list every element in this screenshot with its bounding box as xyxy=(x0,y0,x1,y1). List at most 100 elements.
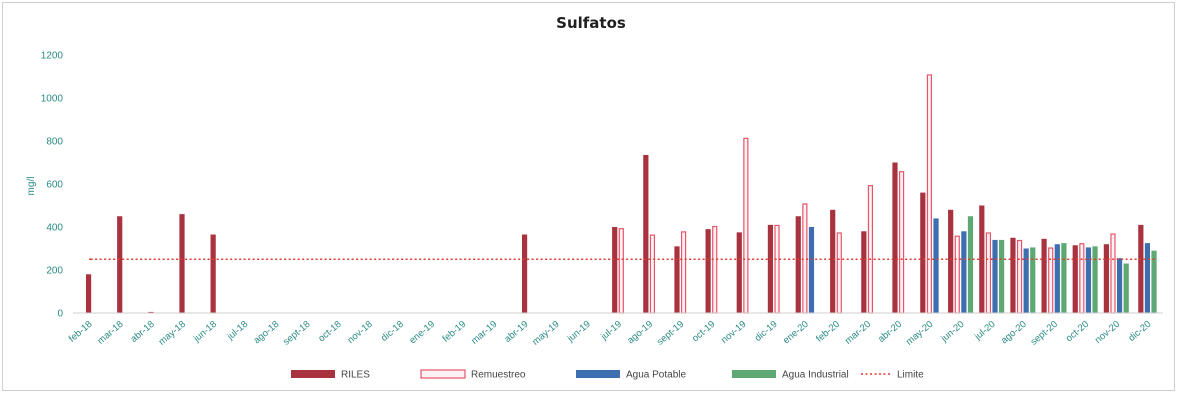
bar-agua-industrial xyxy=(1092,246,1098,313)
x-tick-label: jun-19 xyxy=(565,319,593,345)
x-tick-label: abr-18 xyxy=(129,319,157,345)
y-tick-label: 400 xyxy=(46,223,63,234)
x-tick-label: sept-18 xyxy=(281,319,312,348)
bar-riles xyxy=(736,232,742,313)
x-tick-label: dic-19 xyxy=(753,319,780,344)
x-tick-label: nov-18 xyxy=(345,319,374,346)
bar-agua-potable xyxy=(1116,258,1123,313)
bar-riles xyxy=(179,214,185,313)
bar-remuestreo xyxy=(1110,233,1116,314)
legend-swatch-agua-potable xyxy=(576,370,620,378)
x-axis-ticks: feb-18 mar-18 abr-18 may-18 jun-18 jul-18 ago-… xyxy=(67,319,1154,348)
x-tick-label: mar-20 xyxy=(843,319,873,347)
x-tick-label: sept-19 xyxy=(655,319,686,348)
x-tick-label: jul-18 xyxy=(225,319,251,343)
x-tick-label: jul-19 xyxy=(598,319,624,343)
bar-remuestreo xyxy=(1079,243,1085,314)
legend-label-agua-industrial: Agua Industrial xyxy=(782,370,849,381)
x-tick-label: may-19 xyxy=(530,319,561,348)
bar-riles xyxy=(148,311,154,313)
bar-agua-industrial xyxy=(1030,247,1036,313)
x-tick-label: ago-20 xyxy=(999,319,1029,346)
x-tick-label: nov-20 xyxy=(1093,319,1122,346)
x-tick-label: feb-18 xyxy=(67,319,95,345)
bar-riles xyxy=(85,274,92,313)
legend-label-agua-potable: Agua Potable xyxy=(626,370,686,381)
bars-layer xyxy=(85,74,1157,314)
x-tick-label: sept-20 xyxy=(1029,319,1060,348)
chart-title: Sulfatos xyxy=(556,14,626,32)
bar-agua-potable xyxy=(933,218,939,313)
bar-remuestreo xyxy=(743,137,749,314)
bar-riles xyxy=(1010,237,1016,313)
x-tick-label: ene-19 xyxy=(407,319,437,346)
sulfatos-chart: Sulfatos mg/l 0 200 400 600 800 1000 1200 feb-… xyxy=(26,14,1163,381)
bar-riles xyxy=(705,229,711,313)
bar-riles xyxy=(1103,244,1109,313)
bar-remuestreo xyxy=(867,185,874,314)
x-tick-label: dic-18 xyxy=(379,319,406,344)
y-axis-ticks: 0 200 400 600 800 1000 1200 xyxy=(41,51,64,320)
bar-agua-industrial xyxy=(1151,250,1157,313)
legend-swatch-agua-industrial xyxy=(732,370,776,378)
y-tick-label: 1200 xyxy=(41,51,64,62)
x-tick-label: oct-20 xyxy=(1064,319,1091,344)
bar-riles xyxy=(674,246,680,313)
bar-riles xyxy=(948,209,954,313)
bar-riles xyxy=(892,162,898,313)
x-tick-label: abr-19 xyxy=(502,319,530,345)
legend-swatch-riles xyxy=(291,370,335,378)
bar-agua-potable xyxy=(1054,244,1060,313)
x-tick-label: jun-20 xyxy=(938,319,966,345)
bar-agua-potable xyxy=(1144,243,1151,313)
bar-riles xyxy=(1138,224,1144,313)
bar-remuestreo xyxy=(926,74,933,314)
x-tick-label: ago-19 xyxy=(625,319,655,346)
bar-riles xyxy=(830,209,836,313)
bar-remuestreo xyxy=(898,171,905,314)
bar-remuestreo xyxy=(680,231,687,314)
bar-remuestreo xyxy=(618,228,624,314)
legend-label-riles: RILES xyxy=(341,370,370,381)
bar-riles xyxy=(612,227,618,313)
x-tick-label: dic-20 xyxy=(1126,319,1153,344)
bar-remuestreo xyxy=(649,234,656,314)
bar-agua-industrial xyxy=(1123,263,1129,313)
bar-riles xyxy=(210,234,216,313)
legend-label-remuestreo: Remuestreo xyxy=(471,370,526,381)
x-tick-label: may-20 xyxy=(904,319,935,348)
x-tick-label: ago-18 xyxy=(252,319,282,346)
chart-frame: Sulfatos mg/l 0 200 400 600 800 1000 1200 feb-… xyxy=(2,2,1175,391)
y-axis-label: mg/l xyxy=(26,177,37,196)
bar-remuestreo xyxy=(774,224,780,314)
x-tick-label: abr-20 xyxy=(876,319,904,345)
bar-riles xyxy=(1072,245,1078,313)
x-tick-label: oct-19 xyxy=(690,319,717,344)
x-tick-label: ene-20 xyxy=(781,319,811,346)
bar-agua-industrial xyxy=(1061,243,1067,313)
bar-agua-potable xyxy=(808,227,815,313)
legend-swatch-remuestreo xyxy=(420,369,466,379)
x-tick-label: feb-19 xyxy=(441,319,469,345)
bar-riles xyxy=(521,234,528,313)
bar-riles xyxy=(767,224,774,313)
legend-label-limite: Limite xyxy=(897,370,924,381)
bar-agua-industrial xyxy=(967,216,974,313)
bar-agua-potable xyxy=(1023,248,1029,313)
x-tick-label: jun-18 xyxy=(191,319,219,345)
y-tick-label: 200 xyxy=(46,266,63,277)
x-tick-label: oct-18 xyxy=(316,319,343,344)
bar-remuestreo xyxy=(836,232,842,314)
bar-agua-potable xyxy=(992,239,998,313)
bar-agua-potable xyxy=(961,231,967,313)
x-tick-label: feb-20 xyxy=(814,319,842,345)
bar-remuestreo xyxy=(1048,247,1054,314)
bar-riles xyxy=(643,154,649,313)
bar-remuestreo xyxy=(712,225,718,314)
bar-agua-industrial xyxy=(999,239,1005,313)
y-tick-label: 800 xyxy=(46,137,63,148)
legend: RILES Remuestreo Agua Potable Agua Industri… xyxy=(291,369,924,381)
bar-riles xyxy=(920,192,926,313)
x-tick-label: mar-18 xyxy=(96,319,126,347)
bar-remuestreo xyxy=(985,232,992,314)
